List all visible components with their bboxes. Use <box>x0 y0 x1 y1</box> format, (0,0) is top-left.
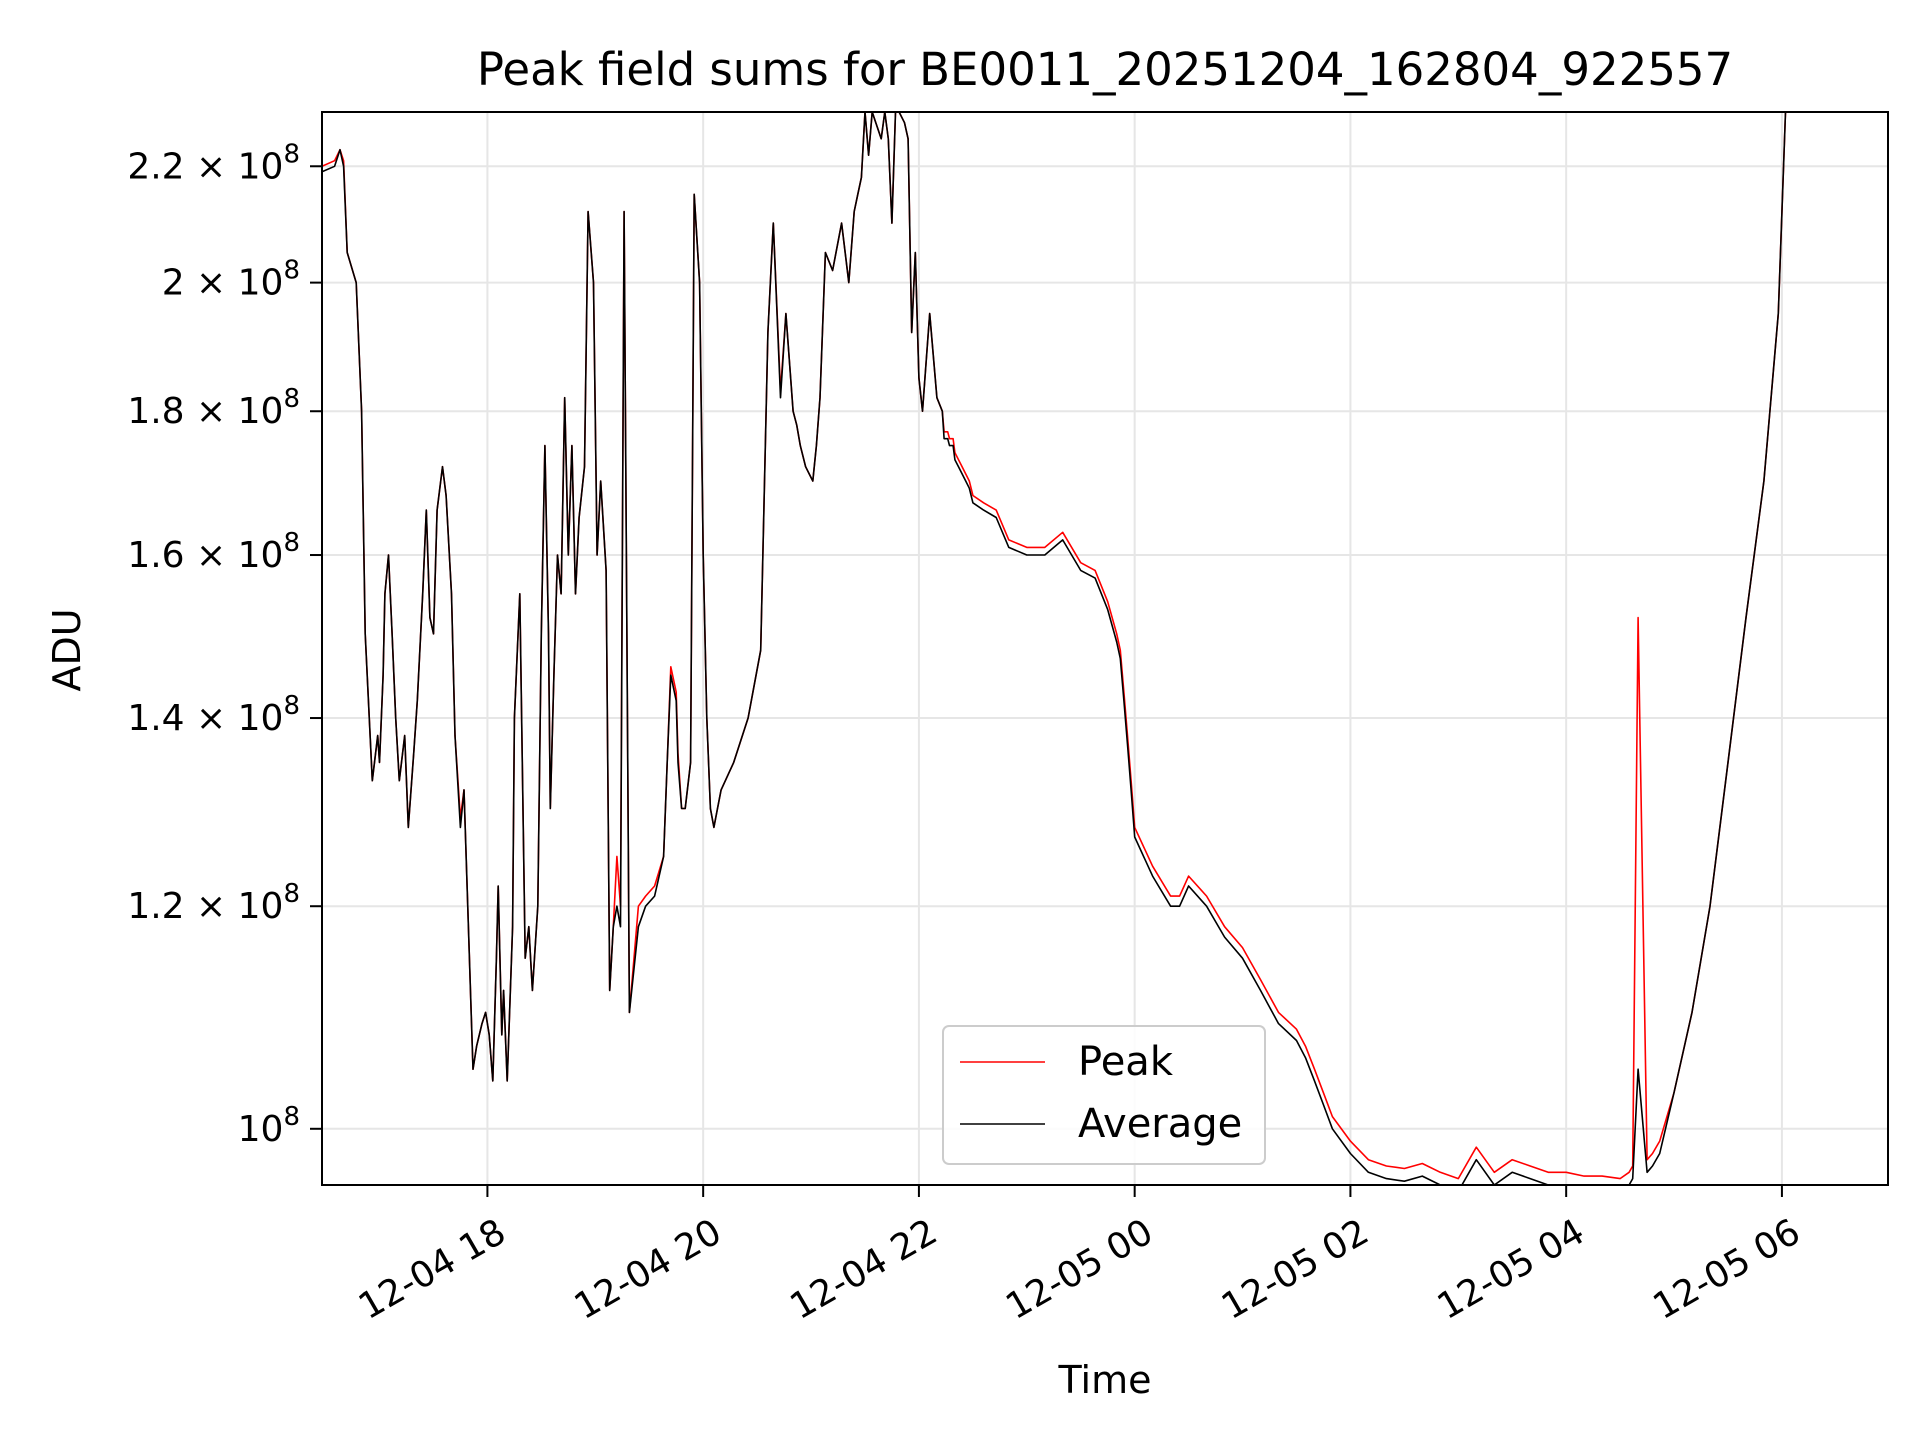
x-tick-label: 12-05 02 <box>1215 1211 1376 1327</box>
grid-lines <box>322 112 1888 1185</box>
y-axis-label: ADU <box>45 608 89 691</box>
y-tick-label: 108 <box>238 1102 300 1150</box>
y-axis-ticks: 108 1.2 × 108 1.4 × 108 1.6 × 108 1.8 × 108 2… <box>127 139 322 1150</box>
chart-title: Peak field sums for BE0011_20251204_1628… <box>477 43 1733 96</box>
y-tick-label: 1.6 × 108 <box>127 528 300 576</box>
y-tick-label: 2.2 × 108 <box>127 139 300 187</box>
y-tick-label: 1.4 × 108 <box>127 691 300 739</box>
series-layer <box>322 112 1788 1185</box>
legend-label-average: Average <box>1078 1101 1242 1147</box>
legend: Peak Average <box>942 1025 1266 1165</box>
y-tick-label: 1.2 × 108 <box>127 879 300 927</box>
legend-label-peak: Peak <box>1078 1039 1174 1085</box>
x-tick-label: 12-05 06 <box>1647 1211 1808 1327</box>
x-axis-label: Time <box>1058 1358 1152 1402</box>
x-tick-label: 12-05 04 <box>1431 1211 1592 1327</box>
x-tick-label: 12-04 20 <box>568 1211 729 1327</box>
series-line-average <box>322 112 1788 1185</box>
x-tick-label: 12-04 18 <box>352 1211 513 1327</box>
x-tick-label: 12-04 22 <box>784 1211 945 1327</box>
y-tick-label: 2 × 108 <box>162 256 300 304</box>
plot-frame <box>321 111 1889 1186</box>
legend-box <box>942 1025 1266 1165</box>
x-tick-label: 12-05 00 <box>999 1211 1160 1327</box>
y-tick-label: 1.8 × 108 <box>127 384 300 432</box>
x-axis-ticks: 12-04 18 12-04 20 12-04 22 12-05 00 12-05 02… <box>352 1185 1807 1328</box>
